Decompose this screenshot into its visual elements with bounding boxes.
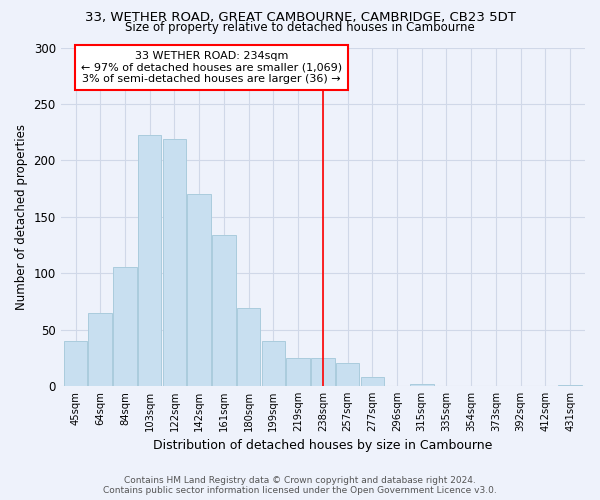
Bar: [187, 194, 211, 386]
Text: Size of property relative to detached houses in Cambourne: Size of property relative to detached ho…: [125, 21, 475, 34]
Bar: [64, 341, 87, 386]
Bar: [311, 358, 335, 386]
Text: 33, WETHER ROAD, GREAT CAMBOURNE, CAMBRIDGE, CB23 5DT: 33, WETHER ROAD, GREAT CAMBOURNE, CAMBRI…: [85, 11, 515, 24]
Text: Contains HM Land Registry data © Crown copyright and database right 2024.
Contai: Contains HM Land Registry data © Crown c…: [103, 476, 497, 495]
X-axis label: Distribution of detached houses by size in Cambourne: Distribution of detached houses by size …: [153, 440, 493, 452]
Bar: [237, 308, 260, 386]
Y-axis label: Number of detached properties: Number of detached properties: [15, 124, 28, 310]
Bar: [212, 235, 236, 386]
Bar: [361, 377, 384, 386]
Bar: [559, 385, 582, 386]
Bar: [410, 384, 434, 386]
Bar: [262, 341, 285, 386]
Bar: [336, 364, 359, 386]
Bar: [138, 136, 161, 386]
Bar: [286, 358, 310, 386]
Text: 33 WETHER ROAD: 234sqm
← 97% of detached houses are smaller (1,069)
3% of semi-d: 33 WETHER ROAD: 234sqm ← 97% of detached…: [81, 51, 342, 84]
Bar: [113, 268, 137, 386]
Bar: [88, 312, 112, 386]
Bar: [163, 139, 186, 386]
